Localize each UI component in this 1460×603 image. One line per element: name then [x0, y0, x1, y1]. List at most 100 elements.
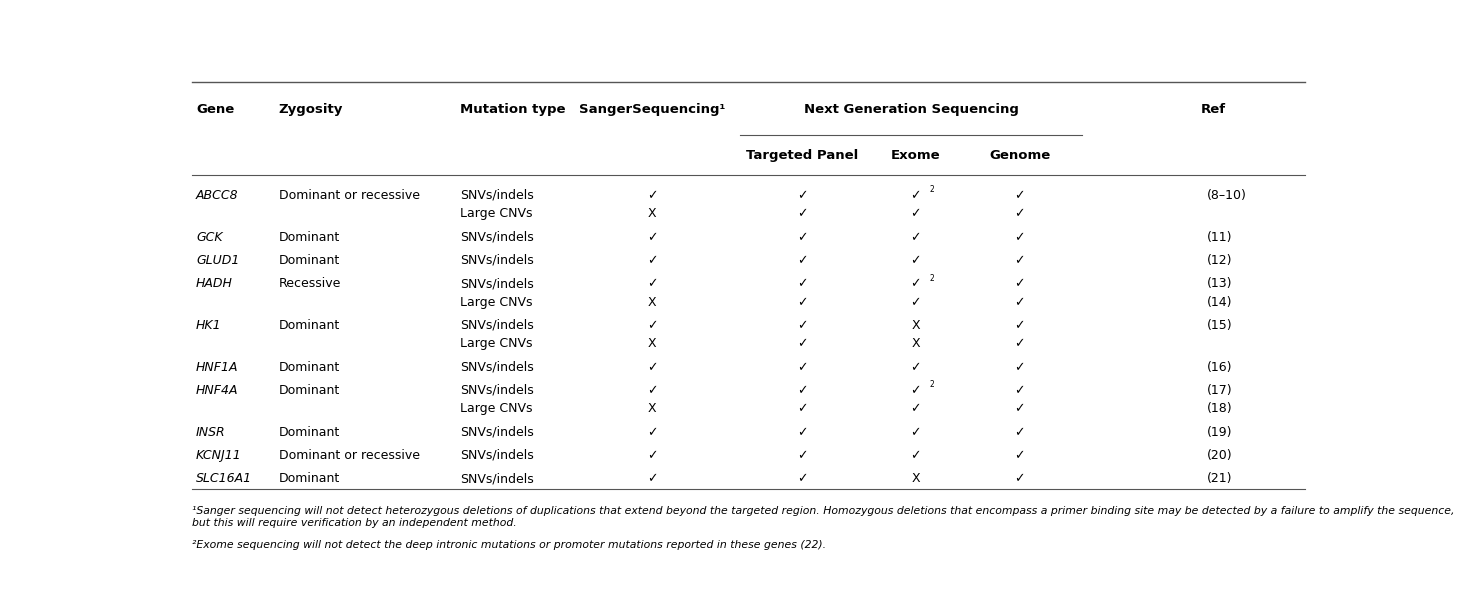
Text: ✓: ✓ — [911, 361, 921, 374]
Text: Dominant: Dominant — [279, 231, 340, 244]
Text: HNF1A: HNF1A — [196, 361, 238, 374]
Text: SNVs/indels: SNVs/indels — [460, 449, 533, 462]
Text: ✓: ✓ — [797, 231, 807, 244]
Text: (8–10): (8–10) — [1206, 189, 1247, 202]
Text: Large CNVs: Large CNVs — [460, 338, 533, 350]
Text: HNF4A: HNF4A — [196, 384, 238, 397]
Text: ✓: ✓ — [911, 189, 921, 202]
Text: ✓: ✓ — [911, 254, 921, 267]
Text: HADH: HADH — [196, 277, 234, 290]
Text: X: X — [648, 402, 657, 415]
Text: (21): (21) — [1206, 472, 1232, 485]
Text: Dominant: Dominant — [279, 472, 340, 485]
Text: ✓: ✓ — [797, 338, 807, 350]
Text: ✓: ✓ — [911, 449, 921, 462]
Text: ✓: ✓ — [911, 402, 921, 415]
Text: ✓: ✓ — [647, 472, 657, 485]
Text: X: X — [911, 338, 920, 350]
Text: Genome: Genome — [990, 150, 1050, 162]
Text: (14): (14) — [1206, 295, 1232, 309]
Text: ✓: ✓ — [1015, 402, 1025, 415]
Text: SLC16A1: SLC16A1 — [196, 472, 253, 485]
Text: ✓: ✓ — [797, 189, 807, 202]
Text: ✓: ✓ — [647, 449, 657, 462]
Text: X: X — [911, 319, 920, 332]
Text: INSR: INSR — [196, 426, 226, 439]
Text: ✓: ✓ — [647, 277, 657, 290]
Text: GLUD1: GLUD1 — [196, 254, 239, 267]
Text: ✓: ✓ — [911, 384, 921, 397]
Text: ✓: ✓ — [647, 384, 657, 397]
Text: ✓: ✓ — [1015, 472, 1025, 485]
Text: ✓: ✓ — [647, 254, 657, 267]
Text: ✓: ✓ — [797, 426, 807, 439]
Text: (12): (12) — [1206, 254, 1232, 267]
Text: ✓: ✓ — [647, 319, 657, 332]
Text: SNVs/indels: SNVs/indels — [460, 231, 533, 244]
Text: (13): (13) — [1206, 277, 1232, 290]
Text: Dominant or recessive: Dominant or recessive — [279, 189, 419, 202]
Text: SNVs/indels: SNVs/indels — [460, 426, 533, 439]
Text: (19): (19) — [1206, 426, 1232, 439]
Text: (18): (18) — [1206, 402, 1232, 415]
Text: SNVs/indels: SNVs/indels — [460, 319, 533, 332]
Text: HK1: HK1 — [196, 319, 222, 332]
Text: (16): (16) — [1206, 361, 1232, 374]
Text: ✓: ✓ — [1015, 231, 1025, 244]
Text: Recessive: Recessive — [279, 277, 342, 290]
Text: ✓: ✓ — [1015, 207, 1025, 221]
Text: Gene: Gene — [196, 103, 234, 116]
Text: SNVs/indels: SNVs/indels — [460, 189, 533, 202]
Text: ✓: ✓ — [797, 361, 807, 374]
Text: (20): (20) — [1206, 449, 1232, 462]
Text: SNVs/indels: SNVs/indels — [460, 384, 533, 397]
Text: ✓: ✓ — [797, 207, 807, 221]
Text: ✓: ✓ — [797, 295, 807, 309]
Text: Mutation type: Mutation type — [460, 103, 565, 116]
Text: Dominant: Dominant — [279, 426, 340, 439]
Text: 2: 2 — [930, 185, 934, 194]
Text: ✓: ✓ — [911, 277, 921, 290]
Text: ✓: ✓ — [647, 231, 657, 244]
Text: ✓: ✓ — [797, 449, 807, 462]
Text: ¹Sanger sequencing will not detect heterozygous deletions of duplications that e: ¹Sanger sequencing will not detect heter… — [191, 507, 1454, 528]
Text: ²Exome sequencing will not detect the deep intronic mutations or promoter mutati: ²Exome sequencing will not detect the de… — [191, 540, 826, 550]
Text: ✓: ✓ — [647, 426, 657, 439]
Text: ✓: ✓ — [1015, 449, 1025, 462]
Text: SNVs/indels: SNVs/indels — [460, 472, 533, 485]
Text: ✓: ✓ — [1015, 254, 1025, 267]
Text: ✓: ✓ — [1015, 384, 1025, 397]
Text: Dominant or recessive: Dominant or recessive — [279, 449, 419, 462]
Text: ✓: ✓ — [797, 472, 807, 485]
Text: Targeted Panel: Targeted Panel — [746, 150, 858, 162]
Text: Large CNVs: Large CNVs — [460, 207, 533, 221]
Text: ✓: ✓ — [1015, 319, 1025, 332]
Text: Dominant: Dominant — [279, 384, 340, 397]
Text: SNVs/indels: SNVs/indels — [460, 277, 533, 290]
Text: ✓: ✓ — [1015, 277, 1025, 290]
Text: ✓: ✓ — [911, 207, 921, 221]
Text: ✓: ✓ — [797, 319, 807, 332]
Text: ✓: ✓ — [911, 426, 921, 439]
Text: X: X — [911, 472, 920, 485]
Text: ✓: ✓ — [797, 254, 807, 267]
Text: KCNJ11: KCNJ11 — [196, 449, 242, 462]
Text: Next Generation Sequencing: Next Generation Sequencing — [804, 103, 1019, 116]
Text: ✓: ✓ — [647, 361, 657, 374]
Text: (17): (17) — [1206, 384, 1232, 397]
Text: 2: 2 — [930, 380, 934, 390]
Text: Ref: Ref — [1200, 103, 1226, 116]
Text: X: X — [648, 338, 657, 350]
Text: X: X — [648, 207, 657, 221]
Text: (15): (15) — [1206, 319, 1232, 332]
Text: SangerSequencing¹: SangerSequencing¹ — [578, 103, 726, 116]
Text: Dominant: Dominant — [279, 361, 340, 374]
Text: Large CNVs: Large CNVs — [460, 295, 533, 309]
Text: ✓: ✓ — [1015, 338, 1025, 350]
Text: (11): (11) — [1206, 231, 1232, 244]
Text: Exome: Exome — [891, 150, 940, 162]
Text: ABCC8: ABCC8 — [196, 189, 238, 202]
Text: ✓: ✓ — [1015, 189, 1025, 202]
Text: SNVs/indels: SNVs/indels — [460, 361, 533, 374]
Text: Zygosity: Zygosity — [279, 103, 343, 116]
